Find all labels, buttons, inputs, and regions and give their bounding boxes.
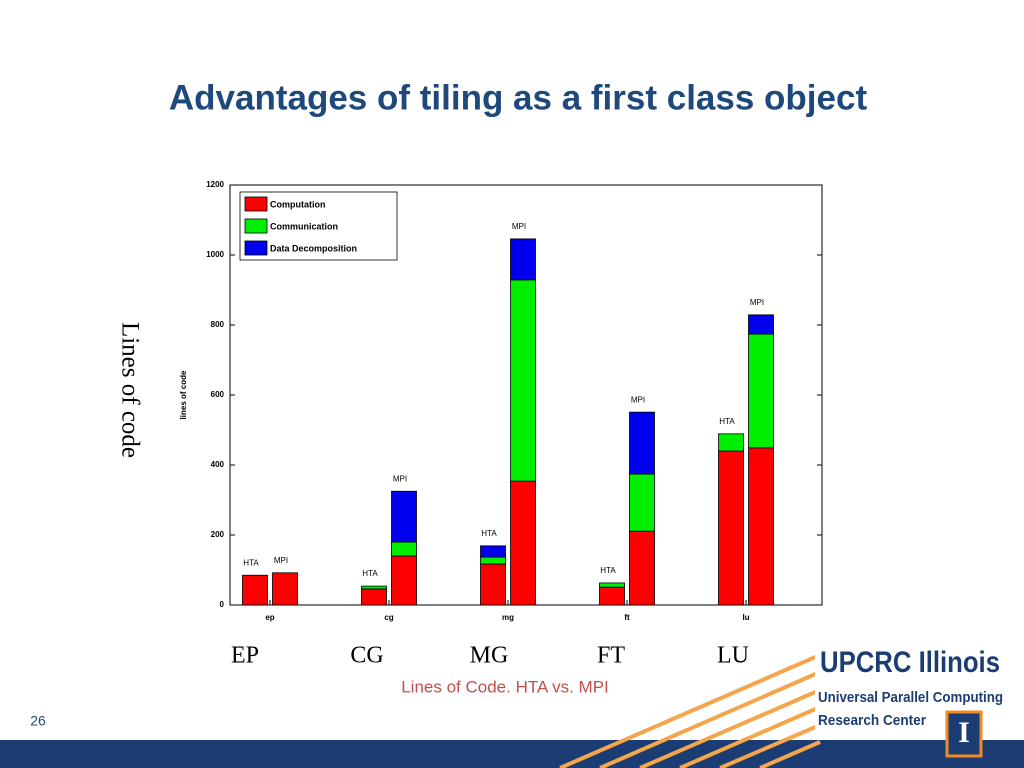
bar-segment (361, 585, 387, 590)
bar-segment (748, 447, 774, 606)
bar-segment (480, 556, 506, 565)
bar-segment (718, 433, 744, 452)
y-tick-label: 800 (211, 320, 225, 329)
footer-streaks (559, 653, 821, 768)
caption: Lines of Code. HTA vs. MPI (401, 677, 609, 696)
group-label: LU (717, 643, 749, 669)
bar-segment (272, 572, 298, 606)
group-label: MG (470, 643, 509, 669)
y-tick-label: 600 (211, 390, 225, 399)
bar-label: HTA (481, 529, 497, 538)
slide-title: Advantages of tiling as a first class ob… (169, 78, 868, 117)
bar-segment (391, 541, 417, 557)
footer-bar (0, 740, 1024, 768)
bar-label: MPI (274, 556, 288, 565)
bar-segment (510, 238, 536, 281)
x-tick-label: lu (742, 613, 749, 622)
bar-label: MPI (631, 395, 645, 404)
y-axis-title: Lines of code (116, 322, 143, 458)
x-tick-label: ft (624, 613, 630, 622)
bar-segment (748, 333, 774, 449)
logo-badge-text: I (958, 716, 970, 749)
bar-segment (510, 279, 536, 482)
logo-badge (945, 710, 983, 758)
bar-segment (629, 473, 655, 532)
bar-segment (480, 563, 506, 606)
bar-label: HTA (719, 417, 735, 426)
bar-label: MPI (512, 222, 526, 231)
bar-segment (391, 490, 417, 543)
legend-label: Computation (270, 199, 326, 209)
legend-swatch (244, 218, 268, 234)
bar-segment (718, 450, 744, 606)
y-tick-label: 1000 (206, 250, 224, 259)
y-tick-label: 400 (211, 460, 225, 469)
bar-segment (510, 480, 536, 606)
legend-label: Data Decomposition (270, 243, 357, 253)
x-tick-label: mg (502, 613, 514, 622)
bar-segment (361, 588, 387, 606)
y-tick-label: 200 (211, 530, 225, 539)
bar-segment (480, 545, 506, 558)
x-tick-label: ep (265, 613, 274, 622)
group-label: CG (350, 643, 383, 669)
y-axis-label: lines of code (179, 370, 188, 419)
legend-label: Communication (270, 221, 338, 231)
y-tick-label: 0 (220, 600, 225, 609)
bar-segment (242, 574, 268, 606)
bar-segment (599, 586, 625, 606)
bar-segment (629, 530, 655, 606)
bar-segment (391, 555, 417, 606)
bar-label: HTA (243, 558, 259, 567)
bar-label: HTA (362, 569, 378, 578)
bar-segment (629, 411, 655, 475)
page-number: 26 (30, 713, 46, 729)
group-label: FT (597, 643, 625, 669)
bar-label: MPI (750, 298, 764, 307)
bar-label: HTA (600, 566, 616, 575)
bar-label: MPI (393, 474, 407, 483)
logo-line: Research Center (818, 712, 926, 729)
group-label: EP (231, 643, 259, 669)
bar-segment (748, 314, 774, 335)
logo-title: UPCRC Illinois (820, 646, 1000, 679)
bar-segment (599, 582, 625, 588)
legend-swatch (244, 196, 268, 212)
y-tick-label: 1200 (206, 180, 224, 189)
logo-bg (815, 640, 1024, 740)
legend-swatch (244, 240, 268, 256)
logo-line: Universal Parallel Computing (818, 689, 1003, 706)
x-tick-label: cg (384, 613, 393, 622)
